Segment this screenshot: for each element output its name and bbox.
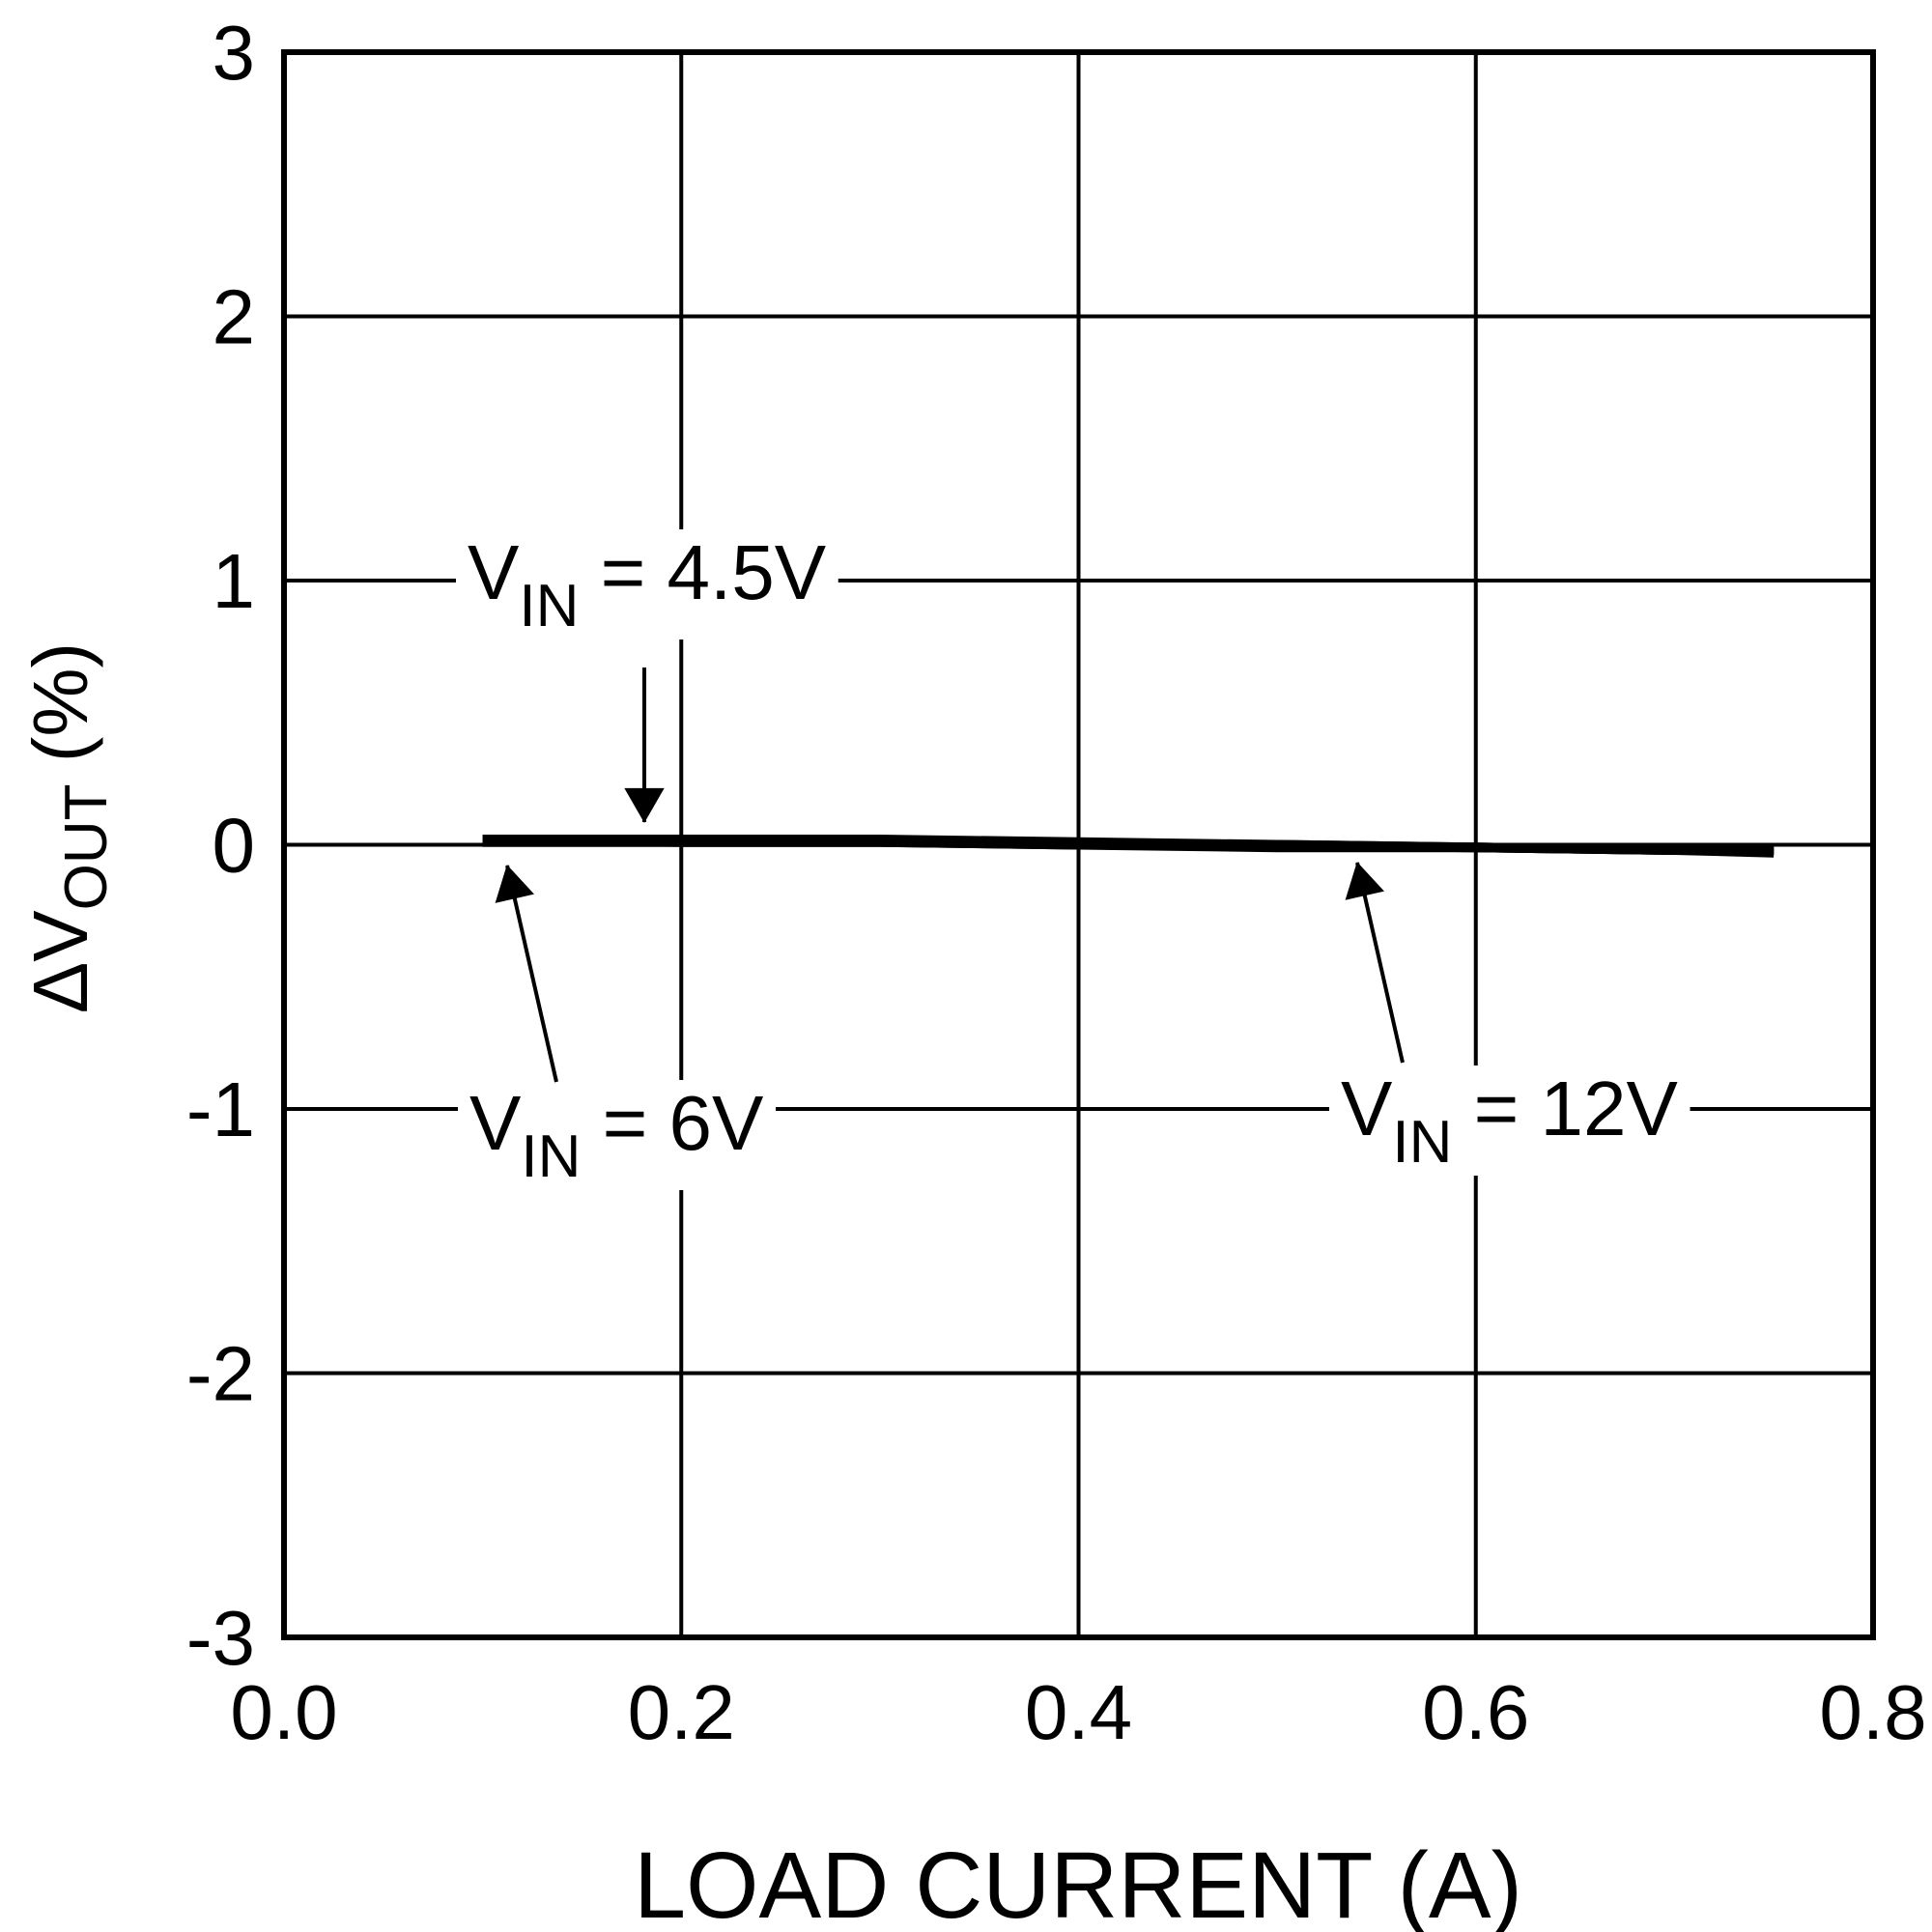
y-tick-label: 1	[213, 538, 256, 624]
plot-frame	[281, 49, 1876, 1640]
y-axis-title: ΔVOUT (%)	[17, 642, 120, 1013]
y-axis-title-unit: (%)	[17, 642, 103, 784]
y-tick-label: -2	[186, 1331, 255, 1417]
annotation-background	[458, 1080, 777, 1190]
annotation-sub: IN	[519, 573, 579, 639]
annotation-main: V	[469, 1080, 522, 1166]
annotation-rest: = 6V	[581, 1080, 764, 1166]
y-tick-label: -3	[186, 1595, 255, 1681]
y-axis-title-sub: OUT	[53, 783, 120, 910]
y-tick-label: 3	[213, 10, 256, 96]
annotation-rest: = 4.5V	[579, 529, 826, 615]
annotation-background	[1329, 1065, 1690, 1176]
annotation-sub: IN	[521, 1123, 581, 1190]
x-tick-label: 0.2	[628, 1669, 735, 1755]
annotation-main: V	[1341, 1065, 1393, 1151]
x-axis-title: LOAD CURRENT (A)	[634, 1833, 1522, 1932]
x-tick-label: 0.4	[1025, 1669, 1132, 1755]
annotation: VIN = 6V	[469, 1080, 764, 1190]
y-tick-label: 2	[213, 274, 256, 360]
annotation-rest: = 12V	[1452, 1065, 1678, 1151]
annotation: VIN = 4.5V	[468, 529, 827, 639]
data-line	[482, 835, 1775, 858]
x-tick-label: 0.8	[1819, 1669, 1926, 1755]
annotation-main: V	[468, 529, 520, 615]
y-axis-title-main: ΔV	[17, 910, 103, 1013]
x-tick-label: 0.0	[230, 1669, 337, 1755]
y-tick-label: -1	[186, 1066, 255, 1152]
annotation-background	[456, 529, 838, 639]
annotation-sub: IN	[1392, 1109, 1452, 1176]
x-tick-label: 0.6	[1422, 1669, 1529, 1755]
annotation: VIN = 12V	[1341, 1065, 1679, 1176]
y-tick-label: 0	[213, 803, 256, 889]
annotation-arrow	[1345, 862, 1405, 1064]
annotation-arrow	[495, 865, 558, 1083]
